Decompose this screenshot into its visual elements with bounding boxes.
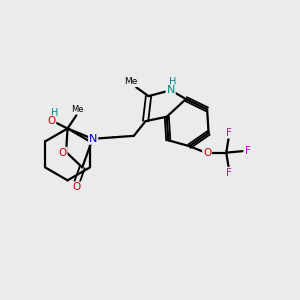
Text: F: F [245, 146, 251, 156]
Text: O: O [58, 148, 67, 158]
Text: O: O [203, 148, 211, 158]
Text: F: F [226, 168, 232, 178]
Text: H: H [169, 77, 177, 87]
Text: N: N [89, 134, 98, 144]
Text: Me: Me [124, 77, 137, 86]
Text: N: N [167, 85, 175, 95]
Text: Me: Me [71, 105, 83, 114]
Text: O: O [73, 182, 81, 192]
Text: F: F [226, 128, 232, 138]
Text: H: H [51, 108, 58, 118]
Text: O: O [47, 116, 56, 126]
